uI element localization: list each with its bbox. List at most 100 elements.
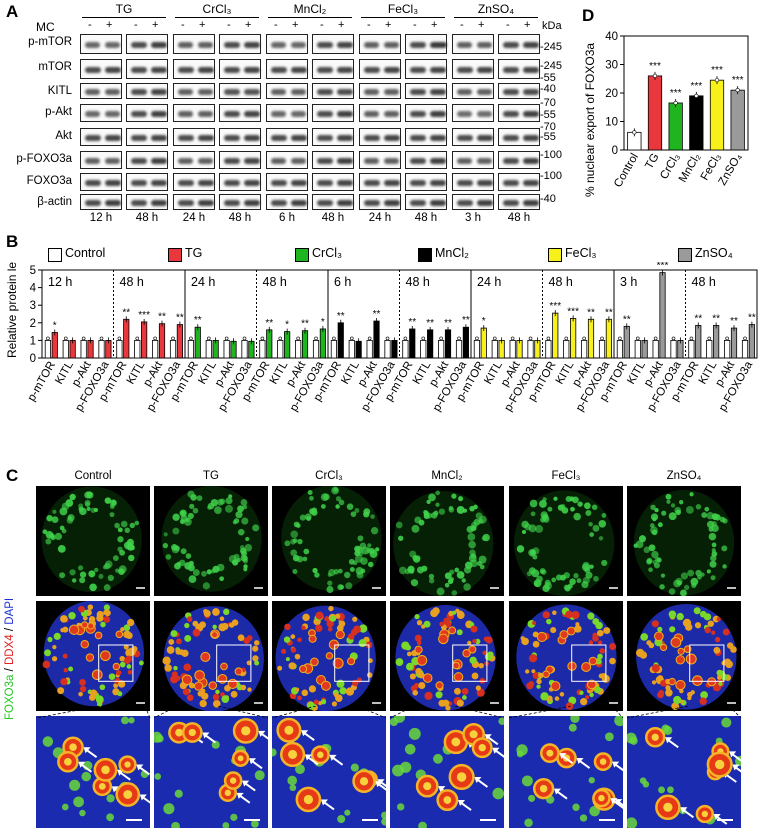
wb-blot <box>219 34 261 54</box>
wb-band <box>457 89 473 95</box>
wb-band <box>244 200 261 206</box>
control-bar <box>152 340 159 359</box>
wb-blot <box>126 194 168 210</box>
wb-band <box>523 89 539 95</box>
significance-stars: * <box>482 316 486 327</box>
control-bar <box>741 340 749 359</box>
wb-band <box>271 89 287 95</box>
wb-blot <box>452 34 494 54</box>
wb-blot <box>359 83 401 99</box>
wb-blot <box>126 104 168 122</box>
mc-sign: - <box>134 19 138 31</box>
wb-band <box>337 111 354 117</box>
wb-band <box>364 200 380 206</box>
zoom-image <box>390 716 504 828</box>
group-time-label: 12 h <box>48 275 72 289</box>
control-bar <box>259 340 266 359</box>
wb-band <box>384 67 401 73</box>
data-point <box>314 336 318 341</box>
wb-band <box>271 158 287 164</box>
wb-band <box>477 180 494 186</box>
control-bar <box>581 340 588 359</box>
wb-blot <box>219 194 261 210</box>
significance-stars: * <box>285 320 289 331</box>
significance-stars: ** <box>408 317 416 328</box>
wb-blot <box>498 173 540 191</box>
data-point <box>582 336 586 341</box>
nuclear-export-chart: 0 10 20 30 40 % nuclear export of FOXO3a Contr… <box>583 31 749 197</box>
significance-stars: ** <box>176 313 184 324</box>
treatment-bar <box>176 324 183 359</box>
panel-a: kDa MC TG CrCl₃ MnCl₂ FeCl₃ ZnSO₄ - + - + - + - + - + -… <box>10 2 570 224</box>
wb-band <box>364 67 380 73</box>
wb-band <box>430 42 447 48</box>
wb-band <box>151 158 168 164</box>
wb-row-label: p-FOXO3a <box>16 153 72 165</box>
control-bar <box>706 340 713 359</box>
wb-band <box>178 67 194 73</box>
wb-band <box>337 200 354 206</box>
control-bar <box>62 340 69 359</box>
kda-marker: -100 <box>540 170 563 182</box>
bar-3 <box>689 95 704 151</box>
wb-band <box>85 158 101 164</box>
wb-band <box>244 111 261 117</box>
y-tick-label: 0 <box>612 145 618 157</box>
wb-band <box>85 42 101 48</box>
wb-blot <box>359 34 401 54</box>
data-point <box>439 336 443 341</box>
wb-band <box>430 89 447 95</box>
wb-band <box>384 42 400 48</box>
wb-blot <box>126 83 168 99</box>
mc-label: MC <box>36 20 55 34</box>
mc-sign: + <box>292 19 299 31</box>
wb-blot <box>452 194 494 210</box>
bar-4 <box>709 79 725 151</box>
wb-band <box>105 42 121 48</box>
wb-band <box>291 200 308 206</box>
wb-blot <box>359 151 401 169</box>
zoom-image <box>509 716 623 828</box>
wb-band <box>384 111 400 117</box>
legend-label-0: Control <box>65 246 106 260</box>
wb-band <box>85 200 101 206</box>
data-point <box>117 336 122 341</box>
wb-band <box>503 135 519 141</box>
wb-band <box>224 200 240 206</box>
control-bar <box>724 340 731 359</box>
significance-stars: ** <box>426 318 434 329</box>
control-bar <box>348 340 355 359</box>
wb-time-label: 24 h <box>182 212 206 224</box>
wb-band <box>317 89 333 95</box>
wb-band <box>85 180 101 186</box>
wb-band <box>523 135 540 141</box>
wb-blot <box>219 104 261 122</box>
wb-blot <box>405 34 447 54</box>
control-bar <box>187 340 194 359</box>
wb-band <box>291 135 308 141</box>
mc-sign: - <box>274 19 278 31</box>
group-time-label: 24 h <box>477 275 501 289</box>
merged-image <box>509 601 623 711</box>
wb-band <box>224 111 240 117</box>
wb-blot <box>498 151 540 169</box>
zoom-guide-lines <box>35 706 742 719</box>
treatment-bar <box>444 329 452 359</box>
wb-band <box>503 158 519 164</box>
wb-band <box>523 67 540 73</box>
wb-header-0: TG <box>115 2 133 16</box>
significance-stars: ** <box>694 313 702 324</box>
treatment-bar <box>123 318 130 359</box>
wb-band <box>337 158 354 164</box>
control-bar <box>652 340 659 359</box>
wb-band <box>317 200 333 206</box>
data-point <box>296 336 300 341</box>
wb-band <box>523 42 540 48</box>
wb-band <box>291 111 307 117</box>
y-tick-label: 0 <box>30 353 36 365</box>
wb-band <box>178 42 194 48</box>
control-bar <box>616 340 623 359</box>
wb-row-label: β-actin <box>37 196 72 208</box>
mc-sign: + <box>199 19 206 31</box>
panel-d-label: D <box>582 6 595 25</box>
